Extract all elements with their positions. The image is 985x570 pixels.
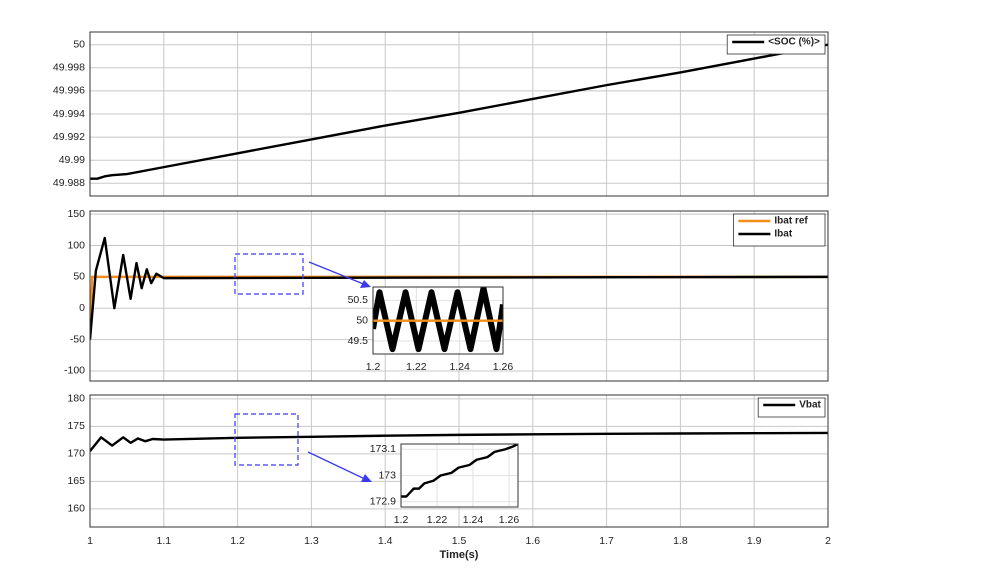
legend-box bbox=[757, 397, 826, 418]
zoom-markers bbox=[234, 253, 372, 482]
axes-frame bbox=[372, 286, 504, 355]
y-tick-label: 50.5 bbox=[348, 294, 369, 306]
x-tick-label: 1.26 bbox=[493, 361, 514, 373]
x-tick-label: 1.24 bbox=[463, 514, 484, 526]
legend: Ibat ref Ibat bbox=[733, 213, 826, 247]
zoom-arrow bbox=[308, 261, 367, 286]
y-tick-label: 49.5 bbox=[348, 335, 369, 347]
y-tick-label: 50 bbox=[73, 271, 85, 283]
x-tick-label: 1.22 bbox=[427, 514, 448, 526]
y-tick-label: 173.1 bbox=[370, 443, 396, 455]
legend-label: Ibat ref bbox=[774, 216, 808, 227]
x-tick-label: 1.2 bbox=[366, 361, 381, 373]
x-tick-label: 1.8 bbox=[673, 535, 688, 547]
x-tick-label: 1.7 bbox=[599, 535, 614, 547]
legend-label: Ibat bbox=[774, 229, 792, 240]
y-tick-label: 49.99 bbox=[59, 154, 85, 166]
inset-axes: 1.2 1.22 1.24 1.26 49.5 50 50.5 bbox=[348, 286, 514, 373]
legend-label: <SOC (%)> bbox=[768, 37, 820, 48]
inset-axes: 1.2 1.22 1.24 1.26 172.9 173 173.1 bbox=[370, 443, 520, 526]
x-tick-label: 1.9 bbox=[747, 535, 762, 547]
y-tick-label: 0 bbox=[79, 302, 85, 314]
y-tick-label: 50 bbox=[73, 38, 85, 50]
zoom-arrowhead bbox=[360, 280, 371, 288]
series-line bbox=[90, 236, 828, 340]
series-line bbox=[90, 431, 828, 452]
x-tick-label: 1.2 bbox=[230, 535, 245, 547]
legend: Vbat bbox=[757, 397, 826, 418]
legend-box bbox=[733, 213, 826, 247]
x-tick-label: 1.5 bbox=[452, 535, 467, 547]
series-line bbox=[90, 43, 828, 180]
y-tick-label: 172.9 bbox=[370, 496, 396, 508]
zoom-arrow bbox=[307, 451, 368, 481]
zoom-box bbox=[234, 253, 304, 295]
axes-frame bbox=[89, 394, 829, 528]
legend: <SOC (%)> bbox=[726, 34, 826, 55]
y-tick-label: -50 bbox=[70, 333, 85, 345]
inset-plots: 1.2 1.22 1.24 1.26 49.5 50 50.5 1.2 1.22 1.24 1.26… bbox=[348, 286, 520, 526]
x-tick-label: 1.26 bbox=[499, 514, 520, 526]
axes-frame bbox=[400, 443, 519, 508]
series-line bbox=[401, 444, 518, 498]
legend-box bbox=[726, 34, 826, 55]
zoom-arrowhead bbox=[361, 474, 372, 482]
y-tick-label: 49.998 bbox=[53, 62, 85, 74]
y-tick-label: 100 bbox=[67, 239, 85, 251]
y-tick-label: 49.992 bbox=[53, 131, 85, 143]
y-tick-label: 170 bbox=[67, 448, 85, 460]
axes: 49.988 49.99 49.992 49.994 49.996 49.998 50 <SO… bbox=[53, 31, 829, 197]
y-tick-label: 175 bbox=[67, 420, 85, 432]
x-tick-label: 1.1 bbox=[156, 535, 171, 547]
x-tick-label: 1.24 bbox=[449, 361, 470, 373]
x-tick-label: 1.6 bbox=[525, 535, 540, 547]
x-tick-label: 1 bbox=[87, 535, 93, 547]
y-tick-label: 173 bbox=[378, 469, 396, 481]
x-tick-label: 1.3 bbox=[304, 535, 319, 547]
x-tick-label: 1.2 bbox=[394, 514, 409, 526]
x-tick-label: 1.22 bbox=[406, 361, 427, 373]
x-tick-label: 2 bbox=[825, 535, 831, 547]
axes-frame bbox=[89, 31, 829, 197]
y-tick-label: 150 bbox=[67, 208, 85, 220]
zoom-box bbox=[234, 413, 299, 466]
y-tick-label: 49.996 bbox=[53, 85, 85, 97]
y-tick-label: 50 bbox=[356, 314, 368, 326]
legend-label: Vbat bbox=[799, 400, 821, 411]
axes-frame bbox=[89, 210, 829, 382]
y-tick-label: 160 bbox=[67, 503, 85, 515]
y-tick-label: 49.988 bbox=[53, 177, 85, 189]
y-tick-label: 49.994 bbox=[53, 108, 85, 120]
y-tick-label: -100 bbox=[64, 365, 85, 377]
y-tick-label: 180 bbox=[67, 393, 85, 405]
x-tick-label: 1.4 bbox=[378, 535, 393, 547]
y-tick-label: 165 bbox=[67, 475, 85, 487]
x-axis-label: Time(s) bbox=[440, 549, 479, 561]
